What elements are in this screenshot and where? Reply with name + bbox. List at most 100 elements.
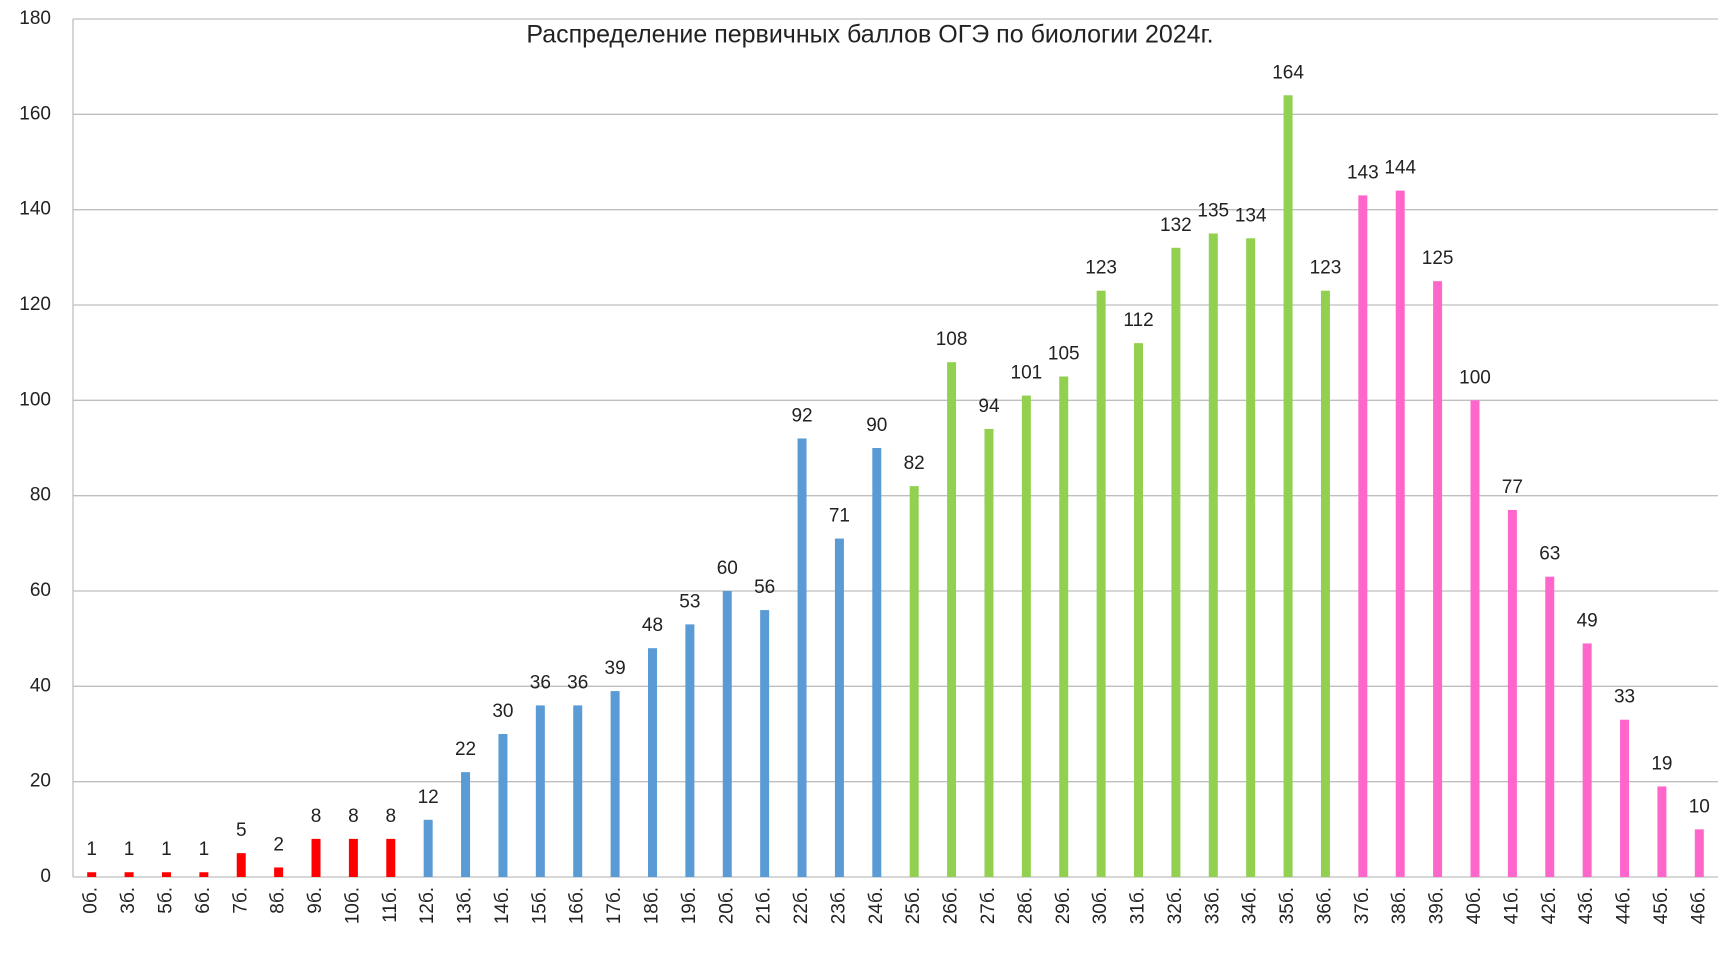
x-tick-label: 41б. [1501, 887, 1522, 924]
x-tick-label: 6б. [193, 887, 214, 914]
value-label: 92 [791, 405, 812, 426]
value-label: 1 [199, 839, 210, 860]
x-tick-label: 13б. [455, 887, 476, 924]
x-tick-label: 31б. [1128, 887, 1149, 924]
y-tick-label: 20 [30, 771, 51, 792]
x-tick-label: 28б. [1015, 887, 1036, 924]
x-tick-label: 40б. [1464, 887, 1485, 924]
bar [984, 428, 994, 877]
bar [834, 538, 844, 877]
x-tick-label: 21б. [754, 887, 775, 924]
value-label: 123 [1310, 258, 1342, 279]
bar [1694, 829, 1704, 877]
bar [1582, 643, 1592, 877]
value-label: 2 [273, 834, 284, 855]
value-label: 90 [866, 415, 887, 436]
bar [87, 872, 97, 877]
bar [1021, 395, 1031, 877]
value-label: 63 [1539, 544, 1560, 565]
x-tick-label: 14б. [492, 887, 513, 924]
value-label: 30 [492, 701, 513, 722]
value-label: 132 [1160, 215, 1192, 236]
value-label: 123 [1085, 258, 1117, 279]
bar [498, 734, 508, 877]
x-tick-label: 10б. [342, 887, 363, 924]
x-tick-label: 45б. [1651, 887, 1672, 924]
x-tick-label: 17б. [604, 887, 625, 924]
bar [348, 838, 358, 877]
x-tick-label: 43б. [1576, 887, 1597, 924]
value-label: 1 [86, 839, 97, 860]
y-tick-label: 60 [30, 580, 51, 601]
bar [797, 438, 807, 877]
x-tick-label: 12б. [417, 887, 438, 924]
bar [722, 591, 732, 877]
bar [1433, 281, 1443, 878]
x-tick-label: 30б. [1090, 887, 1111, 924]
y-tick-label: 120 [19, 294, 51, 315]
value-label: 60 [717, 558, 738, 579]
x-tick-label: 34б. [1240, 887, 1261, 924]
bar [1134, 343, 1144, 878]
bar [1358, 195, 1368, 877]
value-label: 94 [978, 396, 1000, 417]
bar [311, 838, 321, 877]
value-label: 71 [829, 506, 850, 527]
value-label: 164 [1272, 62, 1304, 83]
value-label: 125 [1422, 248, 1454, 269]
x-tick-label: 22б. [791, 887, 812, 924]
bar [461, 772, 471, 877]
value-label: 22 [455, 739, 476, 760]
value-label: 39 [605, 658, 626, 679]
value-label: 8 [348, 806, 359, 827]
value-label: 36 [530, 672, 551, 693]
bar [1171, 247, 1181, 878]
x-tick-label: 5б. [155, 887, 176, 914]
bar [647, 648, 657, 877]
value-label: 48 [642, 615, 663, 636]
value-label: 143 [1347, 162, 1379, 183]
x-tick-label: 18б. [642, 887, 663, 924]
x-tick-label: 42б. [1539, 887, 1560, 924]
y-tick-label: 40 [30, 675, 51, 696]
y-tick-label: 0 [40, 866, 51, 887]
value-label: 1 [124, 839, 135, 860]
x-tick-label: 35б. [1277, 887, 1298, 924]
x-tick-label: 32б. [1165, 887, 1186, 924]
value-label: 33 [1614, 687, 1635, 708]
x-tick-label: 37б. [1352, 887, 1373, 924]
x-tick-label: 0б. [81, 887, 102, 914]
chart-title: Распределение первичных баллов ОГЭ по би… [526, 21, 1213, 49]
value-label: 1 [161, 839, 172, 860]
x-tick-label: 33б. [1202, 887, 1223, 924]
value-label: 53 [679, 591, 700, 612]
value-label: 10 [1689, 796, 1710, 817]
bar [1657, 786, 1667, 877]
value-label: 8 [311, 806, 322, 827]
bar [386, 838, 396, 877]
bar [1620, 719, 1630, 877]
bar [1507, 509, 1517, 877]
value-label: 82 [904, 453, 925, 474]
value-label: 135 [1197, 201, 1229, 222]
value-label: 36 [567, 672, 588, 693]
bar [872, 448, 882, 877]
x-tick-label: 7б. [230, 887, 251, 914]
value-label: 101 [1011, 363, 1043, 384]
value-label: 8 [385, 806, 396, 827]
value-label: 108 [936, 329, 968, 350]
bar [573, 705, 583, 877]
x-tick-label: 25б. [903, 887, 924, 924]
bar [1208, 233, 1218, 877]
y-tick-label: 180 [19, 8, 51, 29]
bar [1545, 576, 1555, 877]
bar [1059, 376, 1069, 877]
bar [947, 362, 957, 877]
x-tick-label: 27б. [978, 887, 999, 924]
value-label: 100 [1459, 367, 1491, 388]
bar [1395, 190, 1405, 878]
bar [161, 872, 171, 877]
bar [124, 872, 134, 877]
bar [1470, 400, 1480, 877]
